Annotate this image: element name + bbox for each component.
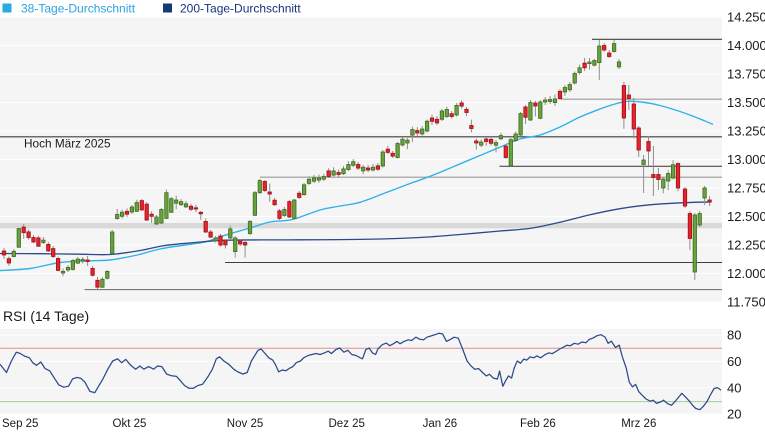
svg-text:Nov 25: Nov 25 [227,418,263,430]
svg-text:RSI (14 Tage): RSI (14 Tage) [3,308,89,324]
svg-text:14.000: 14.000 [727,38,765,53]
svg-text:11.750: 11.750 [727,295,765,310]
svg-text:40: 40 [727,380,741,395]
svg-text:Dez 25: Dez 25 [329,418,365,430]
svg-text:200-Tage-Durchschnitt: 200-Tage-Durchschnitt [180,1,301,15]
svg-text:12.000: 12.000 [727,266,765,281]
svg-text:14.250: 14.250 [727,10,765,25]
svg-text:12.250: 12.250 [727,238,765,253]
svg-text:13.500: 13.500 [727,95,765,110]
svg-text:Okt 25: Okt 25 [113,418,147,430]
svg-text:Sep 25: Sep 25 [2,418,38,430]
svg-text:12.500: 12.500 [727,209,765,224]
svg-text:13.750: 13.750 [727,67,765,82]
svg-text:Jan 26: Jan 26 [423,418,458,430]
svg-text:13.000: 13.000 [727,152,765,167]
svg-text:60: 60 [727,354,741,369]
svg-text:Mrz 26: Mrz 26 [621,418,656,430]
svg-text:20: 20 [727,407,741,422]
svg-text:38-Tage-Durchschnitt: 38-Tage-Durchschnitt [21,1,136,15]
svg-text:Feb 26: Feb 26 [520,418,556,430]
svg-text:13.250: 13.250 [727,124,765,139]
svg-text:12.750: 12.750 [727,181,765,196]
svg-text:80: 80 [727,328,741,343]
svg-text:Hoch März 2025: Hoch März 2025 [24,136,111,150]
